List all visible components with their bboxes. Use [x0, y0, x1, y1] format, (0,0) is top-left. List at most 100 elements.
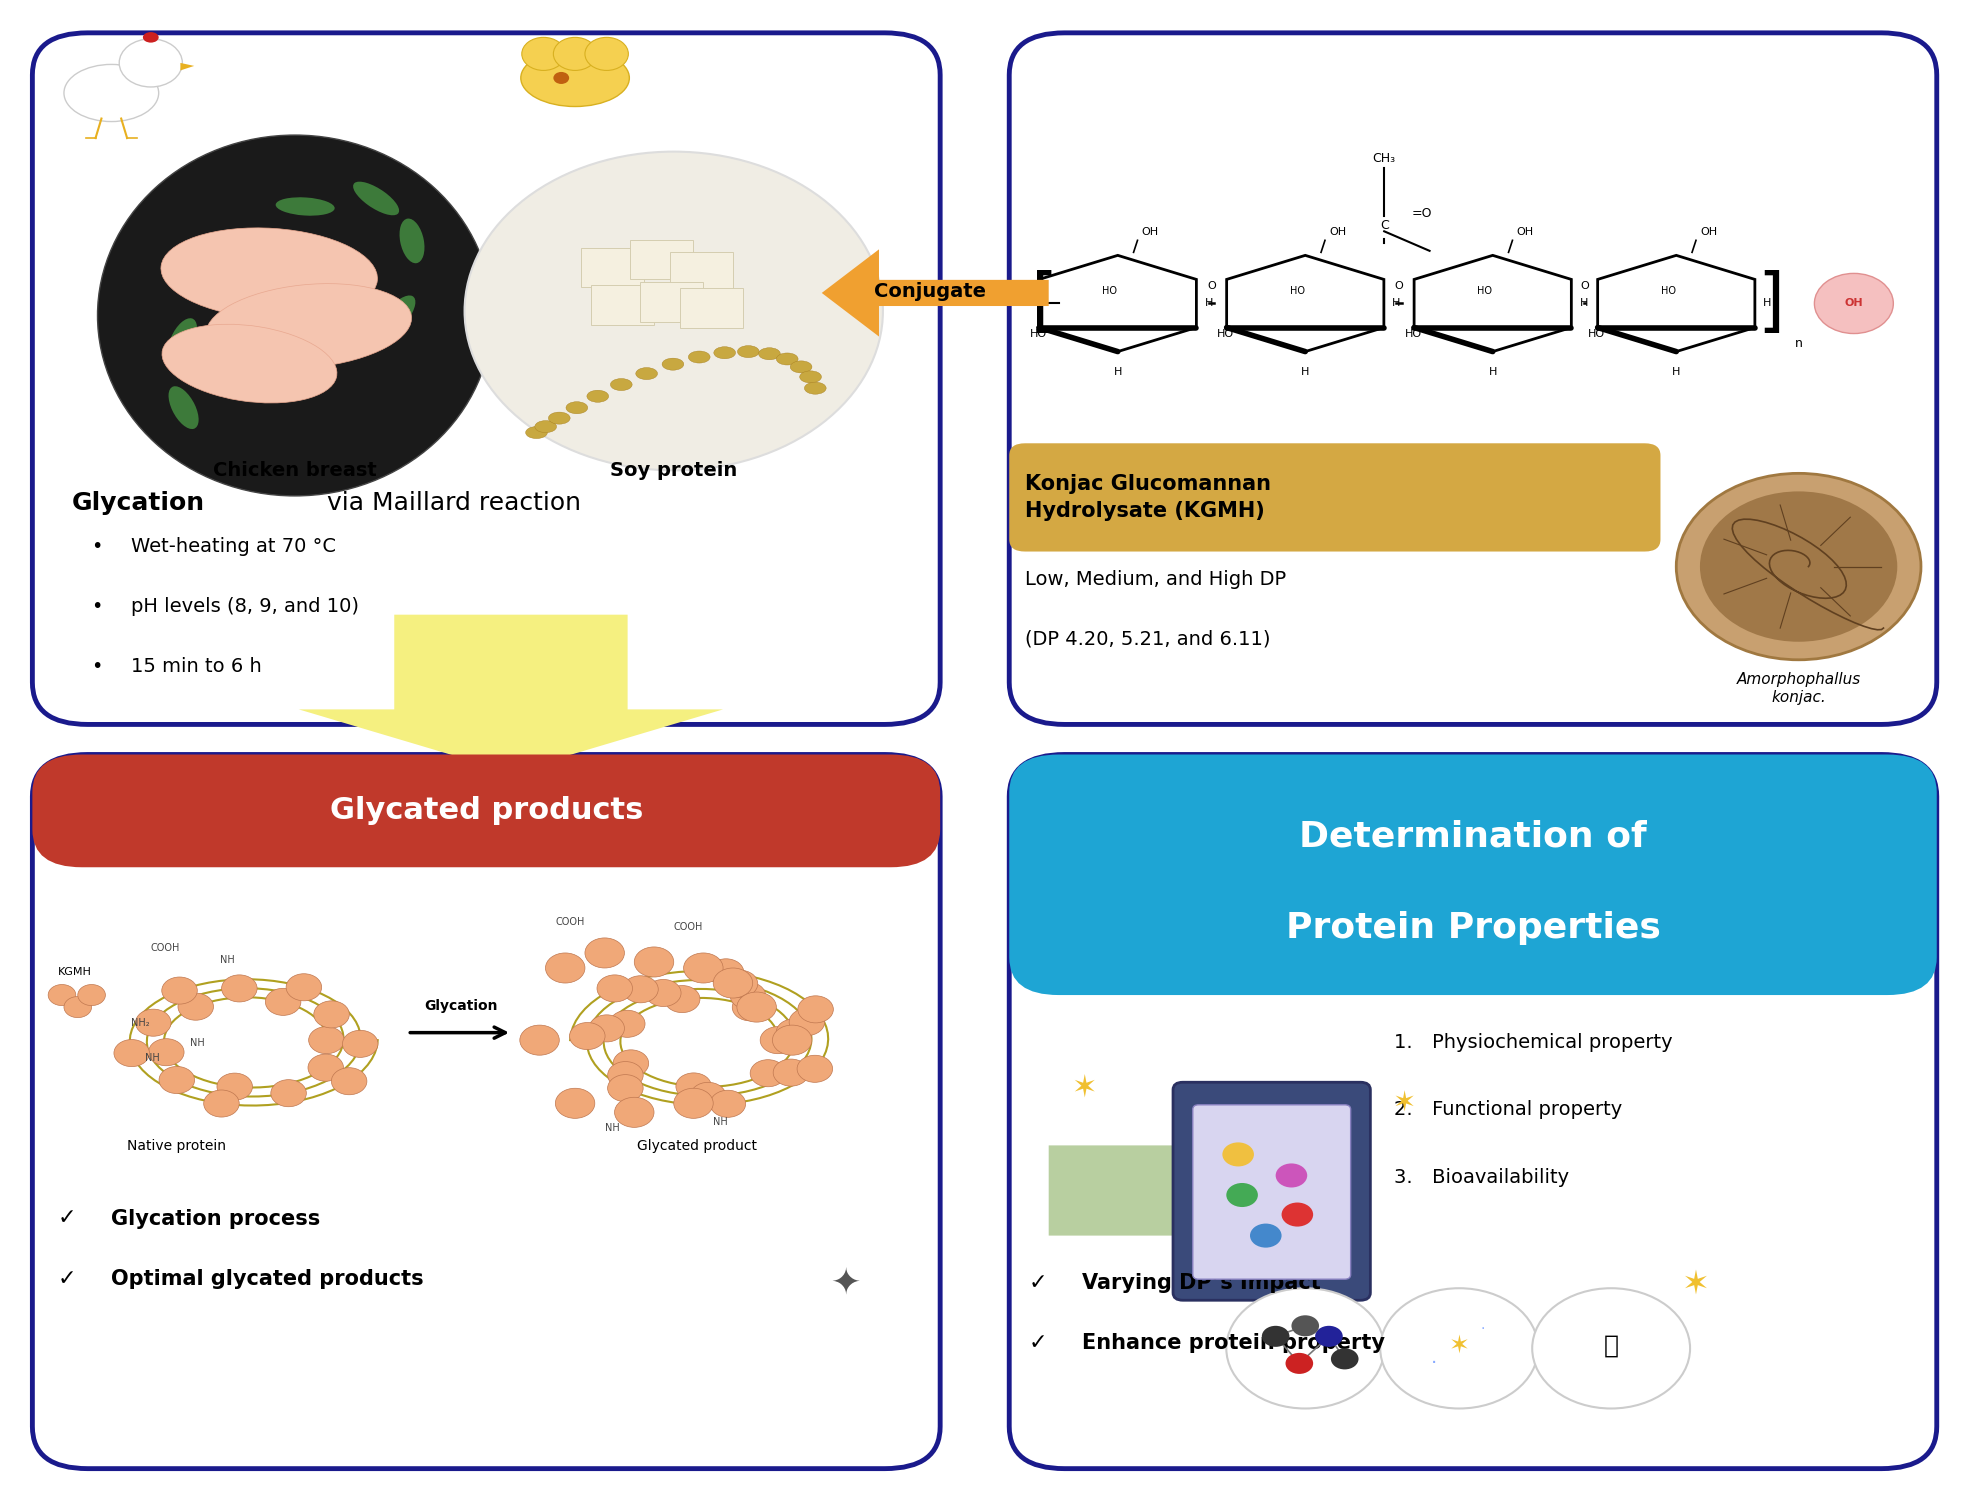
Ellipse shape — [162, 324, 336, 403]
Ellipse shape — [635, 368, 657, 380]
Circle shape — [148, 1038, 184, 1065]
Ellipse shape — [566, 401, 588, 413]
Circle shape — [135, 1010, 170, 1037]
Ellipse shape — [400, 219, 424, 263]
Text: COOH: COOH — [556, 917, 584, 928]
Text: ✓: ✓ — [1029, 1274, 1047, 1293]
Circle shape — [665, 985, 701, 1013]
Circle shape — [798, 1055, 833, 1082]
Circle shape — [613, 1050, 649, 1077]
Circle shape — [1532, 1289, 1690, 1408]
Circle shape — [722, 970, 758, 997]
FancyBboxPatch shape — [1193, 1105, 1350, 1280]
Text: ✓: ✓ — [57, 1209, 77, 1228]
Circle shape — [586, 939, 625, 967]
Circle shape — [287, 973, 323, 1000]
Polygon shape — [299, 614, 722, 773]
Ellipse shape — [352, 181, 400, 216]
Circle shape — [158, 1067, 194, 1094]
Text: ✓: ✓ — [57, 1269, 77, 1289]
Circle shape — [615, 1097, 653, 1127]
Text: Glycation: Glycation — [71, 492, 206, 516]
Text: Optimal glycated products: Optimal glycated products — [111, 1269, 424, 1289]
Circle shape — [1332, 1349, 1358, 1369]
Circle shape — [47, 984, 75, 1005]
Text: H: H — [1488, 367, 1496, 377]
Text: Low, Medium, and High DP: Low, Medium, and High DP — [1025, 569, 1286, 589]
Circle shape — [691, 1082, 726, 1109]
FancyBboxPatch shape — [669, 252, 732, 291]
Text: via Maillard reaction: via Maillard reaction — [319, 492, 580, 516]
Text: OH: OH — [1330, 228, 1346, 237]
Circle shape — [710, 1089, 746, 1117]
Text: •: • — [91, 656, 103, 676]
Polygon shape — [1049, 1100, 1336, 1281]
Circle shape — [119, 39, 182, 88]
Ellipse shape — [526, 427, 548, 439]
Text: Protein Properties: Protein Properties — [1286, 911, 1660, 945]
Polygon shape — [1039, 255, 1197, 352]
Text: HO: HO — [1290, 287, 1304, 296]
Ellipse shape — [714, 347, 736, 359]
Ellipse shape — [206, 284, 412, 368]
Circle shape — [677, 1073, 710, 1100]
Text: HO: HO — [1029, 329, 1047, 338]
Text: ✦: ✦ — [831, 1266, 861, 1301]
Text: HO: HO — [1102, 287, 1118, 296]
Text: Chicken breast: Chicken breast — [214, 462, 376, 480]
Ellipse shape — [790, 361, 811, 373]
Text: pH levels (8, 9, and 10): pH levels (8, 9, and 10) — [131, 596, 358, 616]
Polygon shape — [180, 63, 194, 71]
FancyBboxPatch shape — [582, 247, 643, 287]
Ellipse shape — [738, 346, 760, 358]
Ellipse shape — [758, 347, 780, 359]
Ellipse shape — [204, 247, 255, 276]
Text: H: H — [1672, 367, 1680, 377]
Text: NH: NH — [220, 955, 236, 964]
Circle shape — [77, 984, 105, 1005]
Circle shape — [732, 994, 768, 1020]
Ellipse shape — [380, 296, 416, 335]
Text: H: H — [1205, 299, 1213, 308]
Text: O: O — [1207, 282, 1215, 291]
Text: ✶: ✶ — [1393, 1089, 1415, 1117]
Circle shape — [776, 1019, 811, 1046]
Ellipse shape — [689, 352, 710, 364]
Text: Amorphophallus
konjac.: Amorphophallus konjac. — [1736, 672, 1860, 705]
Text: O: O — [1395, 282, 1403, 291]
Text: Glycated product: Glycated product — [637, 1139, 758, 1153]
Circle shape — [218, 1073, 253, 1100]
Circle shape — [115, 1040, 150, 1067]
Circle shape — [774, 1059, 809, 1086]
Ellipse shape — [610, 379, 631, 391]
Text: ·: · — [1431, 1354, 1437, 1373]
Text: ✶: ✶ — [1682, 1268, 1710, 1301]
Circle shape — [554, 38, 598, 71]
Text: •: • — [91, 537, 103, 555]
Text: (DP 4.20, 5.21, and 6.11): (DP 4.20, 5.21, and 6.11) — [1025, 629, 1271, 649]
Text: Soy protein: Soy protein — [610, 462, 738, 480]
Text: OH: OH — [1142, 228, 1158, 237]
Polygon shape — [1227, 255, 1383, 352]
Circle shape — [623, 976, 659, 1003]
Ellipse shape — [588, 391, 610, 403]
Text: OH: OH — [1700, 228, 1718, 237]
Circle shape — [554, 72, 570, 85]
Circle shape — [736, 991, 776, 1022]
Circle shape — [271, 1079, 307, 1106]
Text: COOH: COOH — [673, 922, 703, 933]
Circle shape — [556, 1088, 596, 1118]
Circle shape — [1700, 492, 1898, 641]
Ellipse shape — [160, 228, 378, 318]
Text: ✶: ✶ — [1071, 1074, 1096, 1103]
Ellipse shape — [142, 32, 158, 42]
Text: Glycated products: Glycated products — [330, 797, 643, 825]
Text: Conjugate: Conjugate — [875, 282, 986, 300]
Ellipse shape — [168, 318, 198, 362]
Circle shape — [608, 1074, 643, 1102]
FancyBboxPatch shape — [592, 285, 653, 324]
Text: HO: HO — [1478, 287, 1492, 296]
FancyBboxPatch shape — [1009, 754, 1937, 994]
Text: 3. Bioavailability: 3. Bioavailability — [1393, 1168, 1569, 1188]
Text: OH: OH — [1516, 228, 1534, 237]
